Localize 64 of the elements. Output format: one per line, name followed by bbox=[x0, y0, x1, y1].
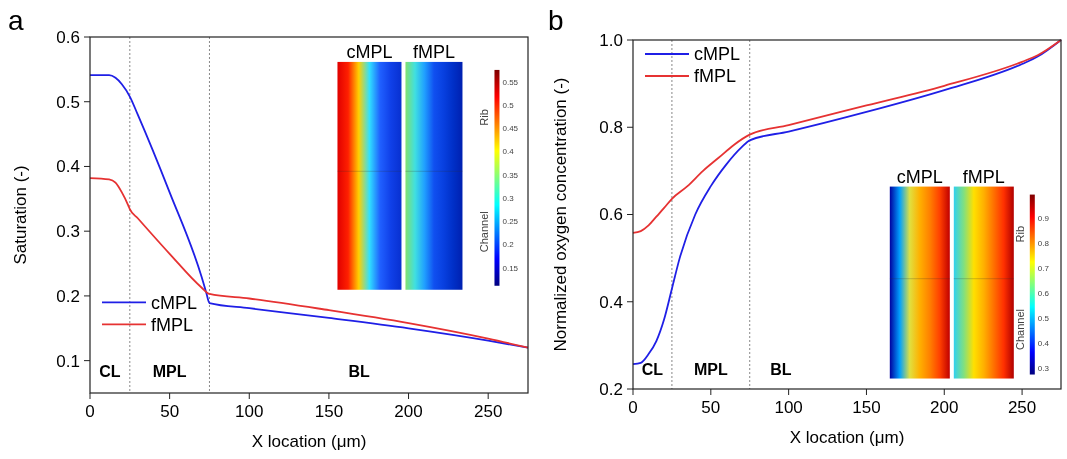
chart-title: b bbox=[548, 5, 564, 36]
y-tick-label: 1.0 bbox=[599, 30, 623, 50]
y-tick-label: 0.6 bbox=[56, 27, 80, 47]
annotation: Rib bbox=[1013, 225, 1026, 243]
annotation: CL bbox=[99, 362, 121, 380]
y-tick-label: 0.4 bbox=[599, 292, 623, 312]
legend-label: cMPL bbox=[151, 292, 198, 313]
annotation: MPL bbox=[693, 360, 728, 378]
x-tick-label: 200 bbox=[394, 402, 423, 421]
annotation: 0.5 bbox=[1037, 314, 1050, 324]
legend-label: fMPL bbox=[694, 66, 737, 87]
x-tick-label: 150 bbox=[314, 402, 344, 421]
y-tick-label: 0.4 bbox=[56, 157, 80, 177]
x-tick-label: 0 bbox=[85, 402, 95, 421]
annotation: 0.6 bbox=[1037, 289, 1050, 299]
annotation: Channel bbox=[478, 211, 491, 253]
annotation: cMPL bbox=[896, 166, 943, 187]
annotation: 0.15 bbox=[502, 263, 519, 273]
y-tick-label: 0.2 bbox=[599, 379, 623, 399]
annotation: 0.4 bbox=[502, 147, 515, 157]
x-tick-label: 150 bbox=[852, 398, 881, 417]
y-tick-label: 0.8 bbox=[599, 118, 623, 138]
annotation: BL bbox=[348, 362, 371, 380]
chart-title: a bbox=[8, 5, 24, 36]
x-tick-label: 50 bbox=[160, 402, 180, 421]
annotation: Rib bbox=[478, 109, 491, 126]
y-axis-title: Normalized oxygen concentration (-) bbox=[551, 77, 570, 352]
y-axis-title: Saturation (-) bbox=[11, 165, 30, 265]
x-tick-label: 200 bbox=[930, 398, 959, 417]
x-tick-label: 250 bbox=[473, 402, 503, 421]
x-axis-title: X location (μm) bbox=[789, 428, 905, 447]
x-tick-label: 250 bbox=[1007, 398, 1037, 417]
annotation: 0.2 bbox=[502, 240, 515, 250]
annotation: fMPL bbox=[412, 41, 455, 62]
x-axis-title: X location (μm) bbox=[251, 432, 367, 451]
annotation: Channel bbox=[1013, 309, 1026, 351]
annotation: 0.5 bbox=[502, 100, 515, 110]
y-tick-label: 0.6 bbox=[599, 205, 623, 225]
y-tick-label: 0.5 bbox=[56, 92, 80, 112]
annotation: cMPL bbox=[346, 41, 393, 62]
annotation: CL bbox=[641, 360, 664, 378]
x-tick-label: 0 bbox=[628, 398, 638, 417]
annotation: 0.7 bbox=[1037, 264, 1050, 274]
annotation: 0.45 bbox=[502, 124, 519, 134]
line-series bbox=[89, 177, 529, 349]
legend-label: fMPL bbox=[151, 314, 194, 335]
y-tick-label: 0.2 bbox=[56, 286, 80, 306]
annotation: 0.55 bbox=[502, 77, 519, 87]
annotation: MPL bbox=[152, 362, 187, 380]
annotation: BL bbox=[770, 360, 792, 378]
annotation: fMPL bbox=[962, 166, 1005, 187]
y-tick-label: 0.1 bbox=[56, 351, 80, 371]
annotation: 0.8 bbox=[1037, 239, 1050, 249]
y-tick-label: 0.3 bbox=[56, 222, 80, 242]
annotation: 0.9 bbox=[1037, 214, 1050, 224]
x-tick-label: 50 bbox=[701, 398, 721, 417]
x-tick-label: 100 bbox=[235, 402, 264, 421]
annotation: 0.3 bbox=[1037, 364, 1050, 374]
annotation: 0.3 bbox=[502, 193, 515, 203]
annotation: 0.35 bbox=[502, 170, 519, 180]
annotation: 0.4 bbox=[1037, 339, 1050, 349]
legend-label: cMPL bbox=[694, 44, 741, 65]
annotation: 0.25 bbox=[502, 217, 519, 227]
x-tick-label: 100 bbox=[774, 398, 803, 417]
